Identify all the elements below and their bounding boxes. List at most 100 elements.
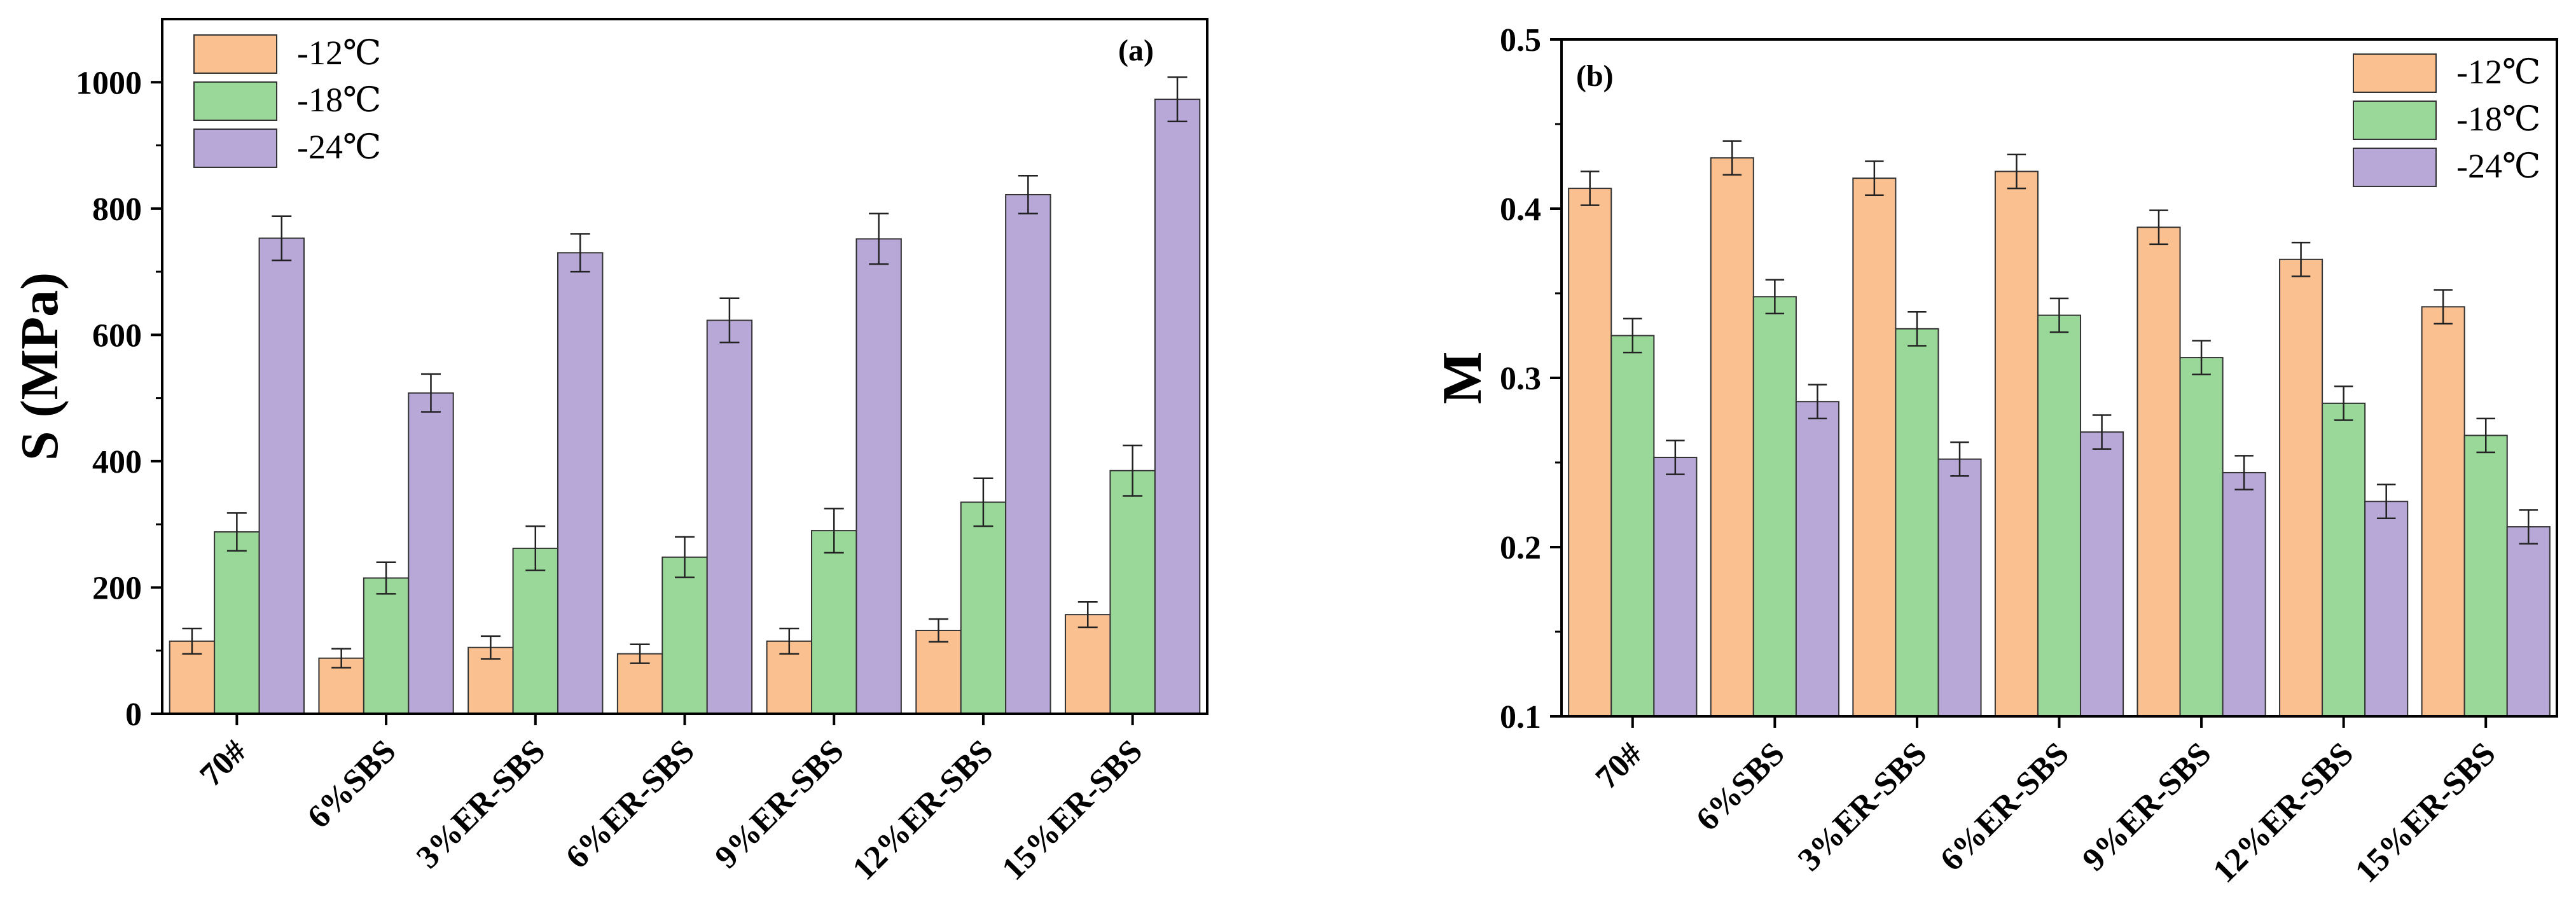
bar--24℃-9%ER-SBS (2222, 471, 2266, 718)
error-bar--12℃-9%ER-SBS (2149, 209, 2168, 246)
bar--18℃-15%ER-SBS (2463, 435, 2508, 717)
bar--24℃-3%ER-SBS (557, 252, 604, 714)
error-bar--18℃-9%ER-SBS (2192, 340, 2211, 375)
y-tick-label: 1000 (76, 65, 142, 101)
legend: -12℃ -18℃ -24℃ (193, 34, 381, 168)
legend: -12℃ -18℃ -24℃ (2353, 53, 2540, 187)
bar--12℃-6%ER-SBS (1994, 170, 2039, 718)
error-bar--18℃-3%ER-SBS (525, 525, 546, 571)
error-bar--12℃-3%ER-SBS (1865, 160, 1884, 196)
bar--24℃-6%ER-SBS (2080, 431, 2124, 717)
y-tick-label: 0 (125, 697, 142, 733)
x-tick-label: 9%ER-SBS (2075, 735, 2218, 878)
bar--18℃-3%ER-SBS (512, 547, 558, 714)
bar--18℃-3%ER-SBS (1895, 328, 1939, 717)
error-bar--24℃-3%ER-SBS (1950, 441, 1969, 477)
error-bar--12℃-70# (1580, 170, 1600, 206)
legend-swatch (2353, 101, 2437, 140)
error-bar--18℃-15%ER-SBS (1123, 444, 1143, 497)
chart-panel-2: 0.1 0.2 0.3 0.4 0.5 70# 6%SBS 3%ER-SBS 6%ER-SBS 9… (1432, 22, 2558, 890)
bar--24℃-12%ER-SBS (1005, 193, 1051, 714)
x-tick-label: 3%ER-SBS (410, 733, 552, 875)
legend-swatch (193, 129, 277, 168)
error-bar--24℃-15%ER-SBS (1167, 76, 1188, 123)
panel-label: (b) (1576, 59, 1614, 93)
legend-label: -18℃ (297, 81, 381, 119)
y-axis-title: S (MPa) (10, 272, 69, 461)
legend-label: -24℃ (2456, 147, 2540, 185)
bar--18℃-6%SBS (363, 577, 410, 715)
legend-swatch (2353, 53, 2437, 93)
error-bar--24℃-9%ER-SBS (869, 212, 889, 265)
error-bar--12℃-9%ER-SBS (779, 627, 800, 655)
bar--12℃-70# (1568, 188, 1612, 717)
error-bar--24℃-70# (1666, 440, 1685, 475)
error-bar--18℃-6%ER-SBS (2049, 297, 2069, 333)
bar--24℃-3%ER-SBS (1937, 458, 1982, 717)
x-tick-label: 6%ER-SBS (1934, 735, 2076, 878)
bar--24℃-70# (258, 237, 305, 714)
bar--24℃-15%ER-SBS (2506, 526, 2551, 718)
bar--18℃-12%ER-SBS (2322, 402, 2366, 718)
x-tick-label: 6%ER-SBS (559, 733, 702, 875)
error-bar--24℃-12%ER-SBS (2376, 483, 2396, 520)
bar--24℃-6%ER-SBS (706, 319, 753, 715)
error-bar--24℃-6%SBS (1808, 384, 1827, 420)
bar--12℃-3%ER-SBS (1852, 177, 1897, 717)
error-bar--18℃-15%ER-SBS (2476, 417, 2495, 454)
error-bar--24℃-6%ER-SBS (2092, 414, 2112, 450)
legend-label: -12℃ (2456, 53, 2540, 91)
error-bar--12℃-15%ER-SBS (1077, 601, 1098, 629)
error-bar--12℃-6%ER-SBS (630, 643, 650, 664)
bar--24℃-6%SBS (408, 392, 454, 714)
x-tick-label: 3%ER-SBS (1791, 735, 1934, 878)
legend-label: -18℃ (2456, 100, 2540, 138)
y-tick-label: 600 (92, 317, 142, 354)
bar--12℃-12%ER-SBS (915, 629, 962, 715)
error-bar--18℃-6%ER-SBS (675, 536, 695, 578)
error-bar--18℃-6%SBS (376, 561, 396, 595)
x-tick-label: 6%SBS (1689, 735, 1792, 838)
y-tick-label: 800 (92, 191, 142, 228)
bar--18℃-9%ER-SBS (811, 530, 857, 714)
legend-label: -12℃ (297, 34, 381, 72)
bar--18℃-9%ER-SBS (2179, 357, 2224, 717)
error-bar--18℃-9%ER-SBS (824, 508, 844, 554)
bar--18℃-12%ER-SBS (960, 501, 1007, 714)
x-tick-label: 6%SBS (301, 733, 403, 835)
y-tick-label: 0.4 (1500, 191, 1541, 228)
error-bar--24℃-12%ER-SBS (1018, 174, 1038, 215)
error-bar--12℃-70# (182, 627, 202, 655)
bar--24℃-15%ER-SBS (1154, 99, 1201, 715)
y-axis-title: M (1432, 351, 1493, 404)
y-tick-label: 400 (92, 444, 142, 480)
bar--18℃-70# (1610, 335, 1655, 717)
x-tick-label: 12%ER-SBS (2206, 735, 2361, 890)
error-bar--12℃-12%ER-SBS (929, 618, 949, 643)
bar--12℃-6%SBS (1710, 157, 1754, 717)
bar--12℃-12%ER-SBS (2279, 258, 2323, 717)
bar--24℃-70# (1653, 457, 1698, 718)
bar--24℃-6%SBS (1795, 401, 1839, 717)
error-bar--18℃-70# (1623, 317, 1642, 354)
legend-label: -24℃ (297, 128, 381, 166)
error-bar--12℃-12%ER-SBS (2291, 241, 2311, 277)
bar--24℃-12%ER-SBS (2364, 501, 2409, 717)
error-bar--18℃-70# (226, 512, 247, 552)
error-bar--24℃-6%SBS (420, 373, 441, 413)
x-tick-label: 70# (193, 733, 253, 793)
y-tick-label: 0.5 (1500, 22, 1541, 59)
x-tick-label: 12%ER-SBS (846, 733, 1001, 887)
error-bar--12℃-6%SBS (1722, 140, 1742, 176)
error-bar--24℃-15%ER-SBS (2519, 509, 2538, 545)
error-bar--24℃-9%ER-SBS (2234, 455, 2254, 490)
x-tick-label: 15%ER-SBS (995, 733, 1150, 887)
chart-panel-1: 0 200 400 600 800 1000 70# 6%SBS 3%ER-SBS 6%ER-SB… (10, 18, 1208, 887)
legend-swatch (193, 81, 277, 121)
error-bar--24℃-70# (272, 215, 292, 261)
error-bar--12℃-6%SBS (331, 648, 352, 669)
error-bar--12℃-3%ER-SBS (480, 635, 501, 660)
x-tick-label: 15%ER-SBS (2348, 735, 2503, 890)
error-bar--18℃-6%SBS (1765, 279, 1785, 315)
